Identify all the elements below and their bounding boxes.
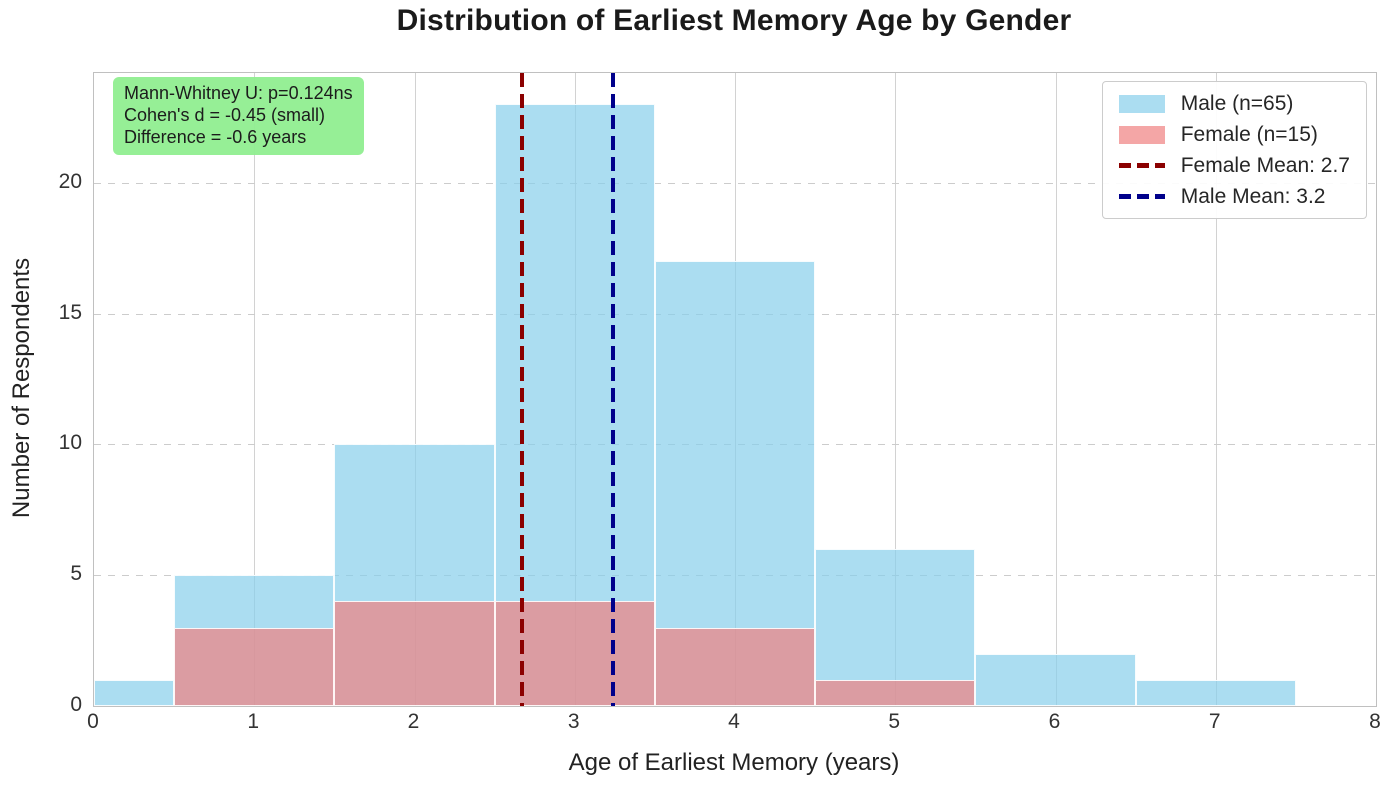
- y-tick-label: 10: [58, 431, 82, 455]
- histogram-bar-female: [494, 601, 655, 706]
- x-tick-label: 7: [1208, 710, 1221, 733]
- stats-line-2: Cohen's d = -0.45 (small): [124, 105, 326, 125]
- legend-item-male-mean: Male Mean: 3.2: [1118, 184, 1350, 209]
- x-tick-label: 2: [407, 710, 420, 733]
- legend-dash-icon: [1118, 194, 1165, 199]
- legend-item-female: Female (n=15): [1118, 122, 1350, 147]
- histogram-bar-female: [654, 627, 816, 706]
- legend: Male (n=65) Female (n=15) Female Mean: 2.7…: [1101, 81, 1367, 219]
- stats-line-3: Difference = -0.6 years: [124, 127, 307, 147]
- v-gridline: [414, 73, 416, 706]
- v-gridline: [254, 73, 256, 706]
- legend-item-female-mean: Female Mean: 2.7: [1118, 153, 1350, 178]
- histogram-bar-female: [334, 601, 495, 706]
- x-tick-label: 8: [1369, 710, 1381, 733]
- plot-area: Mann-Whitney U: p=0.124ns Cohen's d = -0…: [93, 72, 1377, 707]
- histogram-bar-male: [975, 653, 1136, 706]
- v-gridline: [1055, 73, 1057, 706]
- legend-label: Male (n=65): [1180, 91, 1294, 115]
- histogram-bar-male: [94, 679, 175, 706]
- v-gridline: [1215, 73, 1217, 706]
- chart-title: Distribution of Earliest Memory Age by G…: [396, 4, 1072, 37]
- y-tick-label: 20: [58, 169, 82, 193]
- y-tick-label: 15: [58, 300, 82, 324]
- x-tick-label: 6: [1048, 710, 1061, 733]
- y-tick-label: 5: [70, 562, 82, 586]
- legend-dash-icon: [1118, 163, 1165, 168]
- legend-label: Male Mean: 3.2: [1180, 184, 1326, 208]
- x-tick-label: 1: [247, 710, 260, 733]
- legend-label: Female (n=15): [1180, 122, 1318, 146]
- x-axis-label: Age of Earliest Memory (years): [568, 749, 900, 776]
- y-tick-label: 0: [70, 693, 82, 716]
- stats-line-1: Mann-Whitney U: p=0.124ns: [124, 83, 353, 103]
- x-tick-label: 5: [888, 710, 901, 733]
- x-tick-label: 3: [567, 710, 580, 733]
- legend-item-male: Male (n=65): [1118, 91, 1350, 116]
- h-gridline: [94, 182, 1376, 184]
- x-tick-label: 0: [87, 710, 99, 733]
- legend-label: Female Mean: 2.7: [1180, 153, 1350, 177]
- histogram-bar-male: [1135, 679, 1296, 706]
- y-axis-label: Number of Respondents: [8, 257, 35, 519]
- v-gridline: [895, 73, 897, 706]
- histogram-bar-female: [815, 679, 976, 706]
- x-tick-label: 4: [728, 710, 740, 733]
- histogram-bar-female: [174, 627, 335, 706]
- female-mean-line: [519, 73, 524, 706]
- male-mean-line: [611, 73, 616, 706]
- legend-swatch-icon: [1118, 125, 1165, 144]
- stats-annotation: Mann-Whitney U: p=0.124ns Cohen's d = -0…: [113, 77, 364, 155]
- legend-swatch-icon: [1118, 94, 1165, 113]
